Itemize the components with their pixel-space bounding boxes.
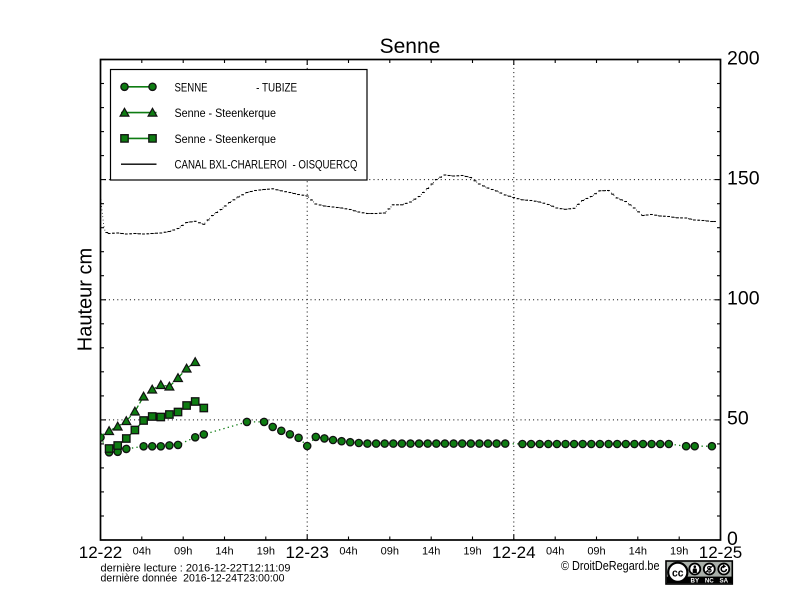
svg-text:12-25: 12-25 xyxy=(699,543,742,562)
svg-text:150: 150 xyxy=(727,167,760,189)
svg-text:SENNE: SENNE xyxy=(175,80,208,94)
svg-text:SA: SA xyxy=(719,578,728,585)
svg-text:14h: 14h xyxy=(629,545,647,557)
svg-text:Senne: Senne xyxy=(380,35,441,58)
svg-text:09h: 09h xyxy=(587,545,605,557)
svg-text:12-23: 12-23 xyxy=(285,543,328,562)
svg-text:- TUBIZE: - TUBIZE xyxy=(256,80,297,94)
svg-text:50: 50 xyxy=(727,408,749,430)
svg-text:09h: 09h xyxy=(174,545,192,557)
svg-text:cc: cc xyxy=(672,567,684,579)
svg-text:09h: 09h xyxy=(381,545,399,557)
svg-text:04h: 04h xyxy=(546,545,564,557)
svg-text:dernière lecture : 2016-12-22T: dernière lecture : 2016-12-22T12:11:09 xyxy=(101,562,291,574)
svg-text:Senne - Steenkerque: Senne - Steenkerque xyxy=(175,132,277,146)
svg-text:NC: NC xyxy=(705,578,714,585)
svg-text:19h: 19h xyxy=(463,545,481,557)
svg-text:04h: 04h xyxy=(339,545,357,557)
svg-text:dernière donnée 2016-12-24T23: dernière donnée 2016-12-24T23:00:00 xyxy=(101,572,285,584)
svg-text:© DroitDeRegard.be: © DroitDeRegard.be xyxy=(561,558,660,573)
svg-text:Senne - Steenkerque: Senne - Steenkerque xyxy=(175,106,277,120)
svg-text:19h: 19h xyxy=(670,545,688,557)
svg-text:12-24: 12-24 xyxy=(492,543,535,562)
svg-text:100: 100 xyxy=(727,288,760,310)
svg-text:Hauteur cm: Hauteur cm xyxy=(74,248,96,351)
svg-text:12-22: 12-22 xyxy=(79,543,122,562)
svg-text:19h: 19h xyxy=(257,545,275,557)
svg-text:CANAL BXL-CHARLEROI - OISQUER: CANAL BXL-CHARLEROI - OISQUERCQ xyxy=(175,158,358,172)
svg-text:14h: 14h xyxy=(422,545,440,557)
svg-text:200: 200 xyxy=(727,48,760,70)
svg-text:04h: 04h xyxy=(133,545,151,557)
svg-text:14h: 14h xyxy=(215,545,233,557)
svg-text:0: 0 xyxy=(727,528,738,550)
svg-text:BY: BY xyxy=(690,578,699,585)
